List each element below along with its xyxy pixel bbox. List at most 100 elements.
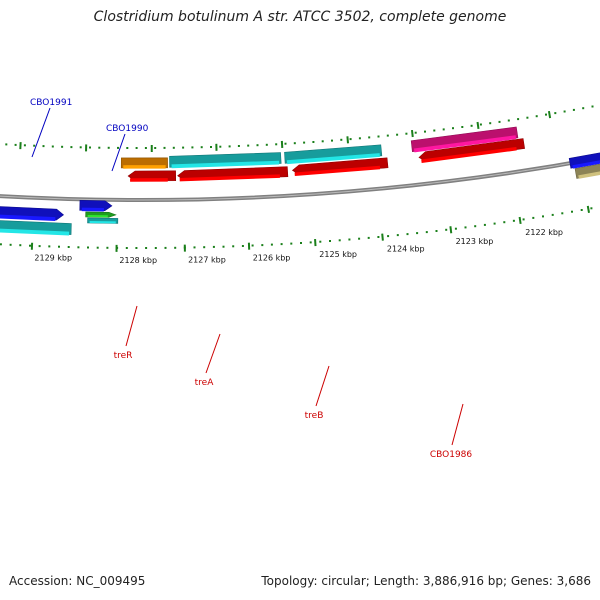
scale-top-minor-tick: [377, 236, 380, 238]
scale-bottom-minor-tick: [265, 143, 268, 146]
scale-bottom-minor-tick: [433, 129, 436, 132]
scale-top-minor-tick: [338, 239, 341, 242]
scale-top-minor-tick: [580, 209, 583, 211]
scale-bottom-minor-tick: [275, 143, 278, 146]
scale-bottom-minor-tick: [303, 141, 306, 144]
scale-bottom-minor-tick: [554, 112, 557, 115]
scale-bottom-minor-tick: [284, 142, 287, 145]
scale-bottom-minor-tick: [452, 127, 454, 130]
scale-bottom-minor-tick: [247, 144, 250, 147]
scale-bottom-minor-tick: [98, 146, 101, 149]
scale-label-kbp: 2129 kbp: [34, 254, 72, 263]
scale-bottom-minor-tick: [219, 145, 222, 148]
scale-top-minor-tick: [241, 245, 244, 247]
map-title: Clostridium botulinum A str. ATCC 3502, …: [93, 9, 507, 25]
scale-top-minor-tick: [425, 231, 428, 234]
scale-bottom-minor-tick: [582, 107, 585, 110]
scale-top-minor-tick: [38, 245, 41, 248]
scale-top-minor-tick: [503, 221, 506, 224]
scale-top-minor-tick: [48, 245, 51, 248]
scale-bottom-minor-tick: [545, 113, 547, 116]
scale-bottom-minor-tick: [135, 147, 138, 149]
gene-cbo1991-highlight: [0, 228, 70, 236]
scale-top-minor-tick: [164, 246, 167, 249]
scale-top-minor-tick: [387, 235, 390, 238]
scale-label-kbp: 2124 kbp: [387, 245, 425, 254]
scale-bottom-minor-tick: [200, 146, 203, 149]
scale-top-minor-tick: [251, 244, 254, 247]
scale-top-minor-tick: [9, 243, 12, 246]
scale-top-minor-tick: [561, 212, 564, 215]
gene-blue-right-highlight: [572, 160, 600, 169]
gene-label-cbo1991-leader: [31, 107, 51, 158]
scale-top-minor-tick: [532, 216, 535, 219]
scale-bottom-minor-tick: [517, 118, 520, 121]
scale-top-minor-tick: [319, 240, 322, 243]
scale-bottom-minor-tick: [461, 126, 464, 128]
scale-bottom-minor-tick: [182, 146, 185, 149]
scale-bottom-minor-tick: [349, 138, 352, 141]
gene-label-trer-leader: [125, 305, 138, 347]
scale-bottom-minor-tick: [89, 146, 91, 149]
scale-top-major-tick: [381, 233, 384, 241]
gene-red-3-highlight: [294, 165, 381, 176]
gene-blue-top-1-highlight: [0, 214, 56, 222]
scale-bottom-minor-tick: [489, 122, 492, 125]
scale-label-kbp: 2126 kbp: [253, 254, 291, 263]
scale-bottom-minor-tick: [237, 145, 240, 147]
scale-bottom-minor-tick: [312, 141, 315, 143]
gene-olive-right-highlight: [578, 171, 600, 179]
scale-bottom-minor-tick: [144, 147, 147, 149]
scale-top-minor-tick: [445, 228, 448, 231]
scale-top-minor-tick: [203, 246, 206, 249]
gene-label-cbo1991: CBO1991: [30, 98, 72, 108]
scale-top-minor-tick: [87, 246, 89, 249]
scale-bottom-minor-tick: [154, 147, 157, 149]
scale-top-major-tick: [586, 205, 590, 213]
gene-label-cbo1990-leader: [111, 133, 126, 172]
scale-bottom-major-tick: [410, 129, 414, 138]
scale-top-minor-tick: [522, 218, 525, 221]
gene-label-trea-leader: [205, 333, 221, 374]
scale-top-minor-tick: [193, 246, 196, 249]
scale-bottom-minor-tick: [70, 146, 73, 149]
genome-stats-text: Topology: circular; Length: 3,886,916 bp…: [261, 574, 591, 588]
gene-label-cbo1986: CBO1986: [430, 450, 473, 460]
gene-label-treb-leader: [315, 365, 330, 407]
scale-bottom-minor-tick: [340, 138, 343, 141]
scale-bottom-minor-tick: [172, 146, 175, 149]
scale-bottom-minor-tick: [33, 144, 36, 147]
scale-bottom-minor-tick: [107, 146, 110, 149]
scale-top-minor-tick: [483, 223, 486, 226]
scale-top-minor-tick: [232, 245, 235, 248]
gene-cyan-treb-highlight: [286, 153, 380, 165]
scale-bottom-minor-tick: [563, 110, 566, 113]
accession-text: Accession: NC_009495: [9, 574, 146, 588]
scale-bottom-minor-tick: [321, 140, 324, 143]
scale-bottom-minor-tick: [396, 133, 399, 136]
scale-top-minor-tick: [464, 226, 467, 229]
scale-top-minor-tick: [58, 245, 60, 248]
scale-bottom-minor-tick: [377, 135, 380, 138]
scale-bottom-minor-tick: [293, 142, 296, 145]
scale-bottom-minor-tick: [572, 108, 575, 111]
scale-top-minor-tick: [135, 247, 138, 249]
scale-bottom-minor-tick: [5, 143, 8, 146]
scale-top-minor-tick: [300, 242, 302, 244]
scale-top-minor-tick: [96, 246, 99, 249]
scale-top-minor-tick: [406, 233, 409, 236]
scale-top-minor-tick: [358, 237, 361, 240]
scale-bottom-minor-tick: [228, 145, 231, 148]
gene-label-trea: treA: [195, 378, 215, 388]
scale-bottom-minor-tick: [191, 146, 194, 149]
scale-top-minor-tick: [512, 219, 515, 222]
scale-label-kbp: 2128 kbp: [119, 256, 157, 265]
scale-bottom-minor-tick: [405, 132, 408, 135]
gene-label-cbo1986-leader: [451, 403, 464, 446]
scale-bottom-minor-tick: [126, 147, 129, 149]
scale-bottom-minor-tick: [358, 137, 361, 140]
scale-bottom-major-tick: [547, 110, 552, 119]
scale-bottom-minor-tick: [256, 144, 259, 147]
scale-bottom-minor-tick: [414, 131, 417, 134]
